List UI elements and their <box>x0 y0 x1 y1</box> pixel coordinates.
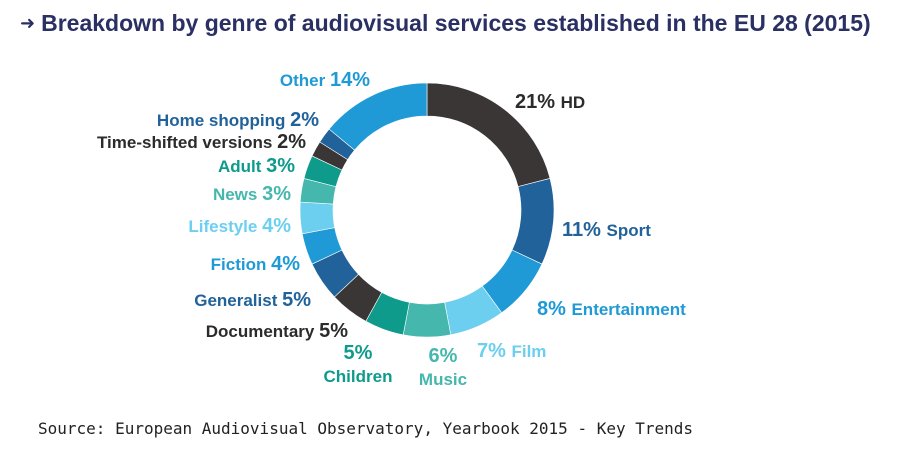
slice-music <box>402 301 452 338</box>
label-fiction: Fiction 4% <box>211 253 301 275</box>
label-music: 6% Music <box>419 345 467 389</box>
donut-labels: 21% HD 11% Sport 8% Entertainment 7% Film 6%… <box>97 69 686 389</box>
label-entertainment: 8% Entertainment <box>537 298 686 320</box>
source-note: Source: European Audiovisual Observatory… <box>38 419 694 438</box>
label-hd: 21% HD <box>515 91 585 113</box>
label-film: 7% Film <box>477 340 546 362</box>
arrow-right-icon: ➜ <box>20 13 36 33</box>
chart-title-text: Breakdown by genre of audiovisual servic… <box>41 10 871 36</box>
label-time-shifted-versions: Time-shifted versions 2% <box>97 131 306 153</box>
label-children: 5% Children <box>324 342 393 386</box>
slice-other <box>328 82 428 151</box>
label-home-shopping: Home shopping 2% <box>157 109 319 131</box>
label-lifestyle: Lifestyle 4% <box>188 215 291 237</box>
label-generalist: Generalist 5% <box>194 289 311 311</box>
label-sport: 11% Sport <box>562 219 651 241</box>
label-news: News 3% <box>213 183 291 205</box>
chart-title: ➜ Breakdown by genre of audiovisual servi… <box>20 10 871 37</box>
label-documentary: Documentary 5% <box>206 320 348 342</box>
label-adult: Adult 3% <box>218 155 295 177</box>
slice-sport <box>511 178 555 265</box>
label-other: Other 14% <box>280 69 370 91</box>
donut-slices <box>299 82 555 338</box>
